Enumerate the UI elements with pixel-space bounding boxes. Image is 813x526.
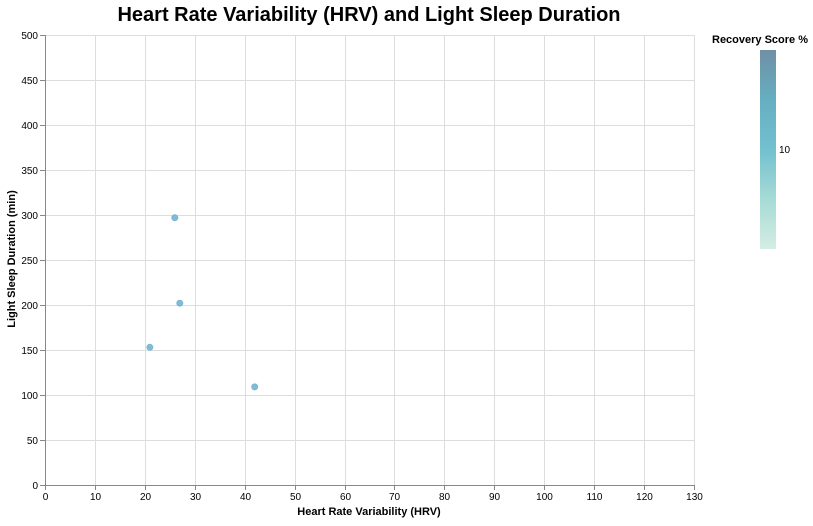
x-tick-label: 70 xyxy=(389,492,401,503)
x-tick-label: 120 xyxy=(636,492,653,503)
y-tick-label: 50 xyxy=(27,436,39,447)
x-tick-label: 110 xyxy=(587,492,603,503)
x-tick-label: 90 xyxy=(489,492,501,503)
x-tick-label: 100 xyxy=(536,492,553,503)
y-tick-label: 250 xyxy=(21,256,38,267)
x-tick-label: 10 xyxy=(90,492,102,503)
axes: 0 10 20 30 40 50 60 70 80 90 100 110 120 130 0 50 100 150… xyxy=(21,31,703,503)
x-tick-label: 60 xyxy=(340,492,352,503)
x-tick-label: 130 xyxy=(686,492,703,503)
scatter-point[interactable] xyxy=(146,343,154,351)
y-tick-label: 350 xyxy=(21,166,38,177)
grid xyxy=(45,35,695,486)
y-tick-label: 100 xyxy=(21,391,38,402)
scatter-point[interactable] xyxy=(176,299,184,307)
legend-gradient-bar xyxy=(760,50,776,249)
x-tick-label: 50 xyxy=(290,492,302,503)
x-axis-title: Heart Rate Variability (HRV) xyxy=(297,506,441,518)
y-axis-title: Light Sleep Duration (min) xyxy=(6,190,18,328)
x-tick-label: 0 xyxy=(43,492,49,503)
x-tick-label: 80 xyxy=(439,492,451,503)
y-tick-label: 200 xyxy=(21,301,38,312)
y-tick-label: 450 xyxy=(21,76,38,87)
chart-title: Heart Rate Variability (HRV) and Light S… xyxy=(117,4,620,26)
y-tick-label: 300 xyxy=(21,211,38,222)
scatter-point[interactable] xyxy=(251,383,259,391)
y-tick-label: 0 xyxy=(32,481,38,492)
x-tick-label: 20 xyxy=(140,492,152,503)
data-points xyxy=(146,214,259,391)
color-legend: Recovery Score % 10 xyxy=(712,34,808,249)
scatter-point[interactable] xyxy=(171,214,179,222)
y-tick-label: 500 xyxy=(21,31,38,42)
y-tick-label: 400 xyxy=(21,121,38,132)
x-tick-label: 30 xyxy=(190,492,202,503)
legend-title: Recovery Score % xyxy=(712,34,808,46)
y-tick-label: 150 xyxy=(21,346,38,357)
x-tick-label: 40 xyxy=(240,492,252,503)
legend-tick-label: 10 xyxy=(779,145,791,156)
